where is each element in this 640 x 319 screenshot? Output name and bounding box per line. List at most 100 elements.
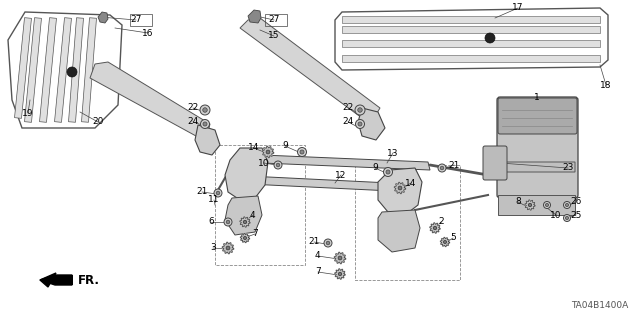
Text: 21: 21 bbox=[308, 238, 319, 247]
Text: 8: 8 bbox=[515, 197, 521, 206]
Polygon shape bbox=[248, 176, 392, 191]
Polygon shape bbox=[195, 125, 220, 155]
Circle shape bbox=[298, 147, 307, 157]
Text: 18: 18 bbox=[600, 80, 611, 90]
Text: 27: 27 bbox=[268, 16, 280, 25]
Text: 5: 5 bbox=[450, 234, 456, 242]
Text: 14: 14 bbox=[405, 179, 417, 188]
Polygon shape bbox=[334, 252, 346, 264]
Circle shape bbox=[433, 226, 436, 230]
Text: 10: 10 bbox=[550, 211, 561, 219]
Polygon shape bbox=[90, 62, 210, 136]
Circle shape bbox=[300, 150, 304, 154]
Circle shape bbox=[438, 164, 446, 172]
Text: 27: 27 bbox=[130, 16, 141, 25]
Circle shape bbox=[565, 216, 568, 219]
Text: 20: 20 bbox=[92, 117, 104, 127]
FancyBboxPatch shape bbox=[497, 97, 578, 198]
Text: 1: 1 bbox=[534, 93, 540, 101]
Text: TA04B1400A: TA04B1400A bbox=[571, 301, 628, 310]
Circle shape bbox=[339, 272, 342, 276]
Circle shape bbox=[203, 108, 207, 112]
Polygon shape bbox=[378, 168, 422, 215]
Polygon shape bbox=[248, 10, 261, 23]
Text: 6: 6 bbox=[208, 218, 214, 226]
Polygon shape bbox=[262, 155, 430, 170]
Circle shape bbox=[216, 191, 220, 195]
Text: 24: 24 bbox=[187, 117, 198, 127]
Text: 9: 9 bbox=[372, 164, 378, 173]
Circle shape bbox=[324, 239, 332, 247]
Circle shape bbox=[563, 214, 570, 221]
Text: 25: 25 bbox=[570, 211, 581, 219]
Text: 11: 11 bbox=[208, 196, 220, 204]
Text: 21: 21 bbox=[448, 160, 460, 169]
Text: 12: 12 bbox=[335, 170, 346, 180]
Text: 16: 16 bbox=[142, 28, 154, 38]
Circle shape bbox=[226, 246, 230, 250]
Text: 23: 23 bbox=[562, 164, 573, 173]
Polygon shape bbox=[222, 242, 234, 254]
Polygon shape bbox=[68, 18, 83, 122]
Polygon shape bbox=[15, 18, 31, 118]
Polygon shape bbox=[240, 217, 250, 227]
Polygon shape bbox=[40, 273, 56, 287]
Text: 7: 7 bbox=[252, 229, 258, 239]
Circle shape bbox=[440, 166, 444, 170]
Text: 4: 4 bbox=[250, 211, 255, 219]
Circle shape bbox=[274, 161, 282, 169]
Circle shape bbox=[543, 202, 550, 209]
Polygon shape bbox=[358, 108, 385, 140]
Circle shape bbox=[226, 220, 230, 224]
Circle shape bbox=[338, 256, 342, 260]
Polygon shape bbox=[498, 195, 575, 215]
Circle shape bbox=[214, 189, 222, 197]
Polygon shape bbox=[342, 40, 600, 47]
Circle shape bbox=[67, 67, 77, 77]
Circle shape bbox=[386, 170, 390, 174]
Text: 22: 22 bbox=[342, 103, 353, 113]
Polygon shape bbox=[335, 269, 345, 279]
Text: 15: 15 bbox=[268, 32, 280, 41]
Text: 7: 7 bbox=[315, 268, 321, 277]
Text: 19: 19 bbox=[22, 108, 33, 117]
Polygon shape bbox=[98, 12, 108, 23]
Bar bbox=[355, 165, 460, 280]
Circle shape bbox=[528, 203, 532, 207]
Circle shape bbox=[563, 202, 570, 209]
Text: 3: 3 bbox=[210, 243, 216, 253]
Polygon shape bbox=[342, 16, 600, 23]
Polygon shape bbox=[241, 233, 250, 243]
Circle shape bbox=[355, 120, 365, 129]
Bar bbox=[215, 145, 305, 265]
Polygon shape bbox=[342, 26, 600, 33]
Circle shape bbox=[326, 241, 330, 245]
Circle shape bbox=[224, 218, 232, 226]
Circle shape bbox=[203, 122, 207, 126]
Text: 24: 24 bbox=[342, 117, 353, 127]
FancyBboxPatch shape bbox=[483, 146, 507, 180]
Text: 13: 13 bbox=[387, 149, 399, 158]
Polygon shape bbox=[429, 223, 440, 233]
Polygon shape bbox=[440, 237, 450, 247]
Polygon shape bbox=[54, 18, 72, 122]
Polygon shape bbox=[378, 210, 420, 252]
Polygon shape bbox=[225, 148, 268, 200]
Text: FR.: FR. bbox=[78, 273, 100, 286]
Polygon shape bbox=[81, 18, 97, 122]
Circle shape bbox=[398, 186, 402, 190]
Polygon shape bbox=[225, 196, 262, 235]
Circle shape bbox=[243, 236, 246, 240]
Text: 2: 2 bbox=[438, 218, 444, 226]
Polygon shape bbox=[24, 18, 42, 122]
Text: 4: 4 bbox=[315, 251, 321, 261]
Bar bbox=[130, 14, 152, 26]
Polygon shape bbox=[40, 275, 72, 285]
Polygon shape bbox=[262, 146, 274, 158]
Text: 26: 26 bbox=[570, 197, 581, 206]
Text: 22: 22 bbox=[187, 103, 198, 113]
Polygon shape bbox=[40, 18, 56, 122]
Circle shape bbox=[444, 241, 447, 243]
Circle shape bbox=[266, 150, 270, 154]
Text: 10: 10 bbox=[258, 159, 269, 167]
